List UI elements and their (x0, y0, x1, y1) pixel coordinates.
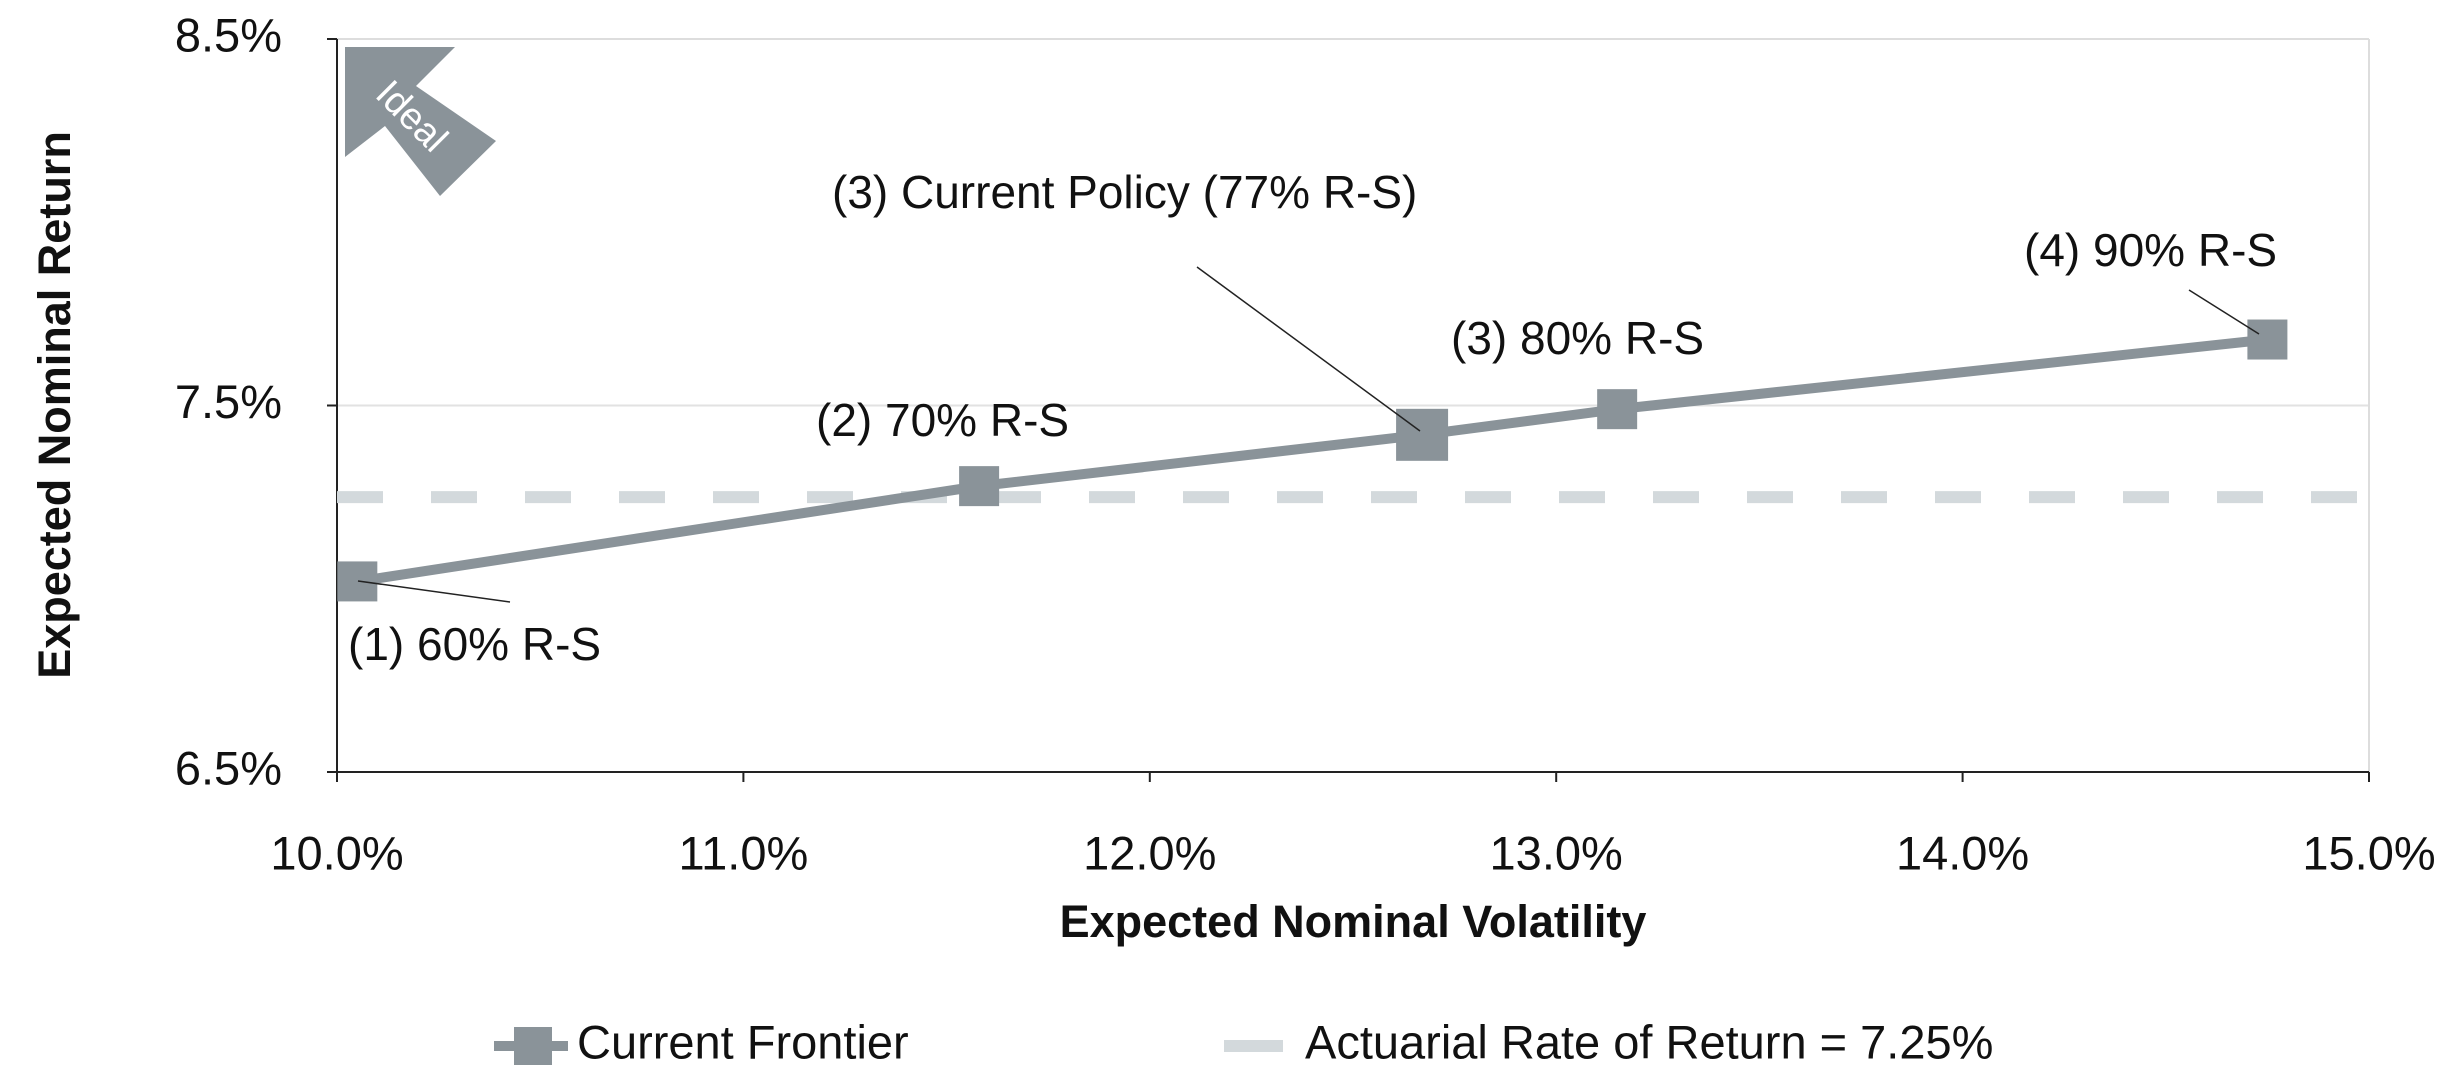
x-tick-label: 15.0% (2302, 826, 2435, 879)
annotation: (4) 90% R-S (2024, 224, 2277, 276)
annotation-leader (357, 580, 511, 603)
legend-swatch (514, 1027, 552, 1065)
annotation: (3) 80% R-S (1451, 312, 1704, 364)
frontier-marker (1597, 389, 1638, 430)
annotation-leader (1196, 266, 1421, 432)
annotation: (2) 70% R-S (816, 394, 1069, 446)
y-tick-label: 7.5% (175, 375, 282, 428)
y-tick-label: 6.5% (175, 741, 282, 794)
annotation: (1) 60% R-S (348, 618, 601, 670)
frontier-marker (2247, 319, 2288, 360)
annotation: (3) Current Policy (77% R-S) (832, 166, 1417, 218)
x-axis-title: Expected Nominal Volatility (1060, 896, 1647, 947)
annotation-leader (2188, 289, 2260, 335)
frontier-line (356, 334, 2268, 587)
frontier-marker (337, 561, 378, 602)
y-axis-title: Expected Nominal Return (29, 131, 80, 679)
ideal-arrow-shape (345, 47, 496, 196)
frontier-marker (1396, 408, 1449, 461)
ideal-arrow: Ideal (345, 47, 496, 196)
x-tick-label: 12.0% (1083, 826, 1216, 879)
x-tick-label: 10.0% (270, 826, 403, 879)
x-tick-label: 14.0% (1896, 826, 2029, 879)
x-tick-label: 13.0% (1490, 826, 1623, 879)
legend-label: Current Frontier (577, 1015, 909, 1068)
frontier-marker (959, 466, 1000, 507)
x-tick-label: 11.0% (679, 826, 809, 879)
legend: Current Frontier Actuarial Rate of Return… (494, 1015, 1993, 1068)
y-tick-label: 8.5% (175, 8, 282, 61)
legend-label: Actuarial Rate of Return = 7.25% (1305, 1015, 1993, 1068)
